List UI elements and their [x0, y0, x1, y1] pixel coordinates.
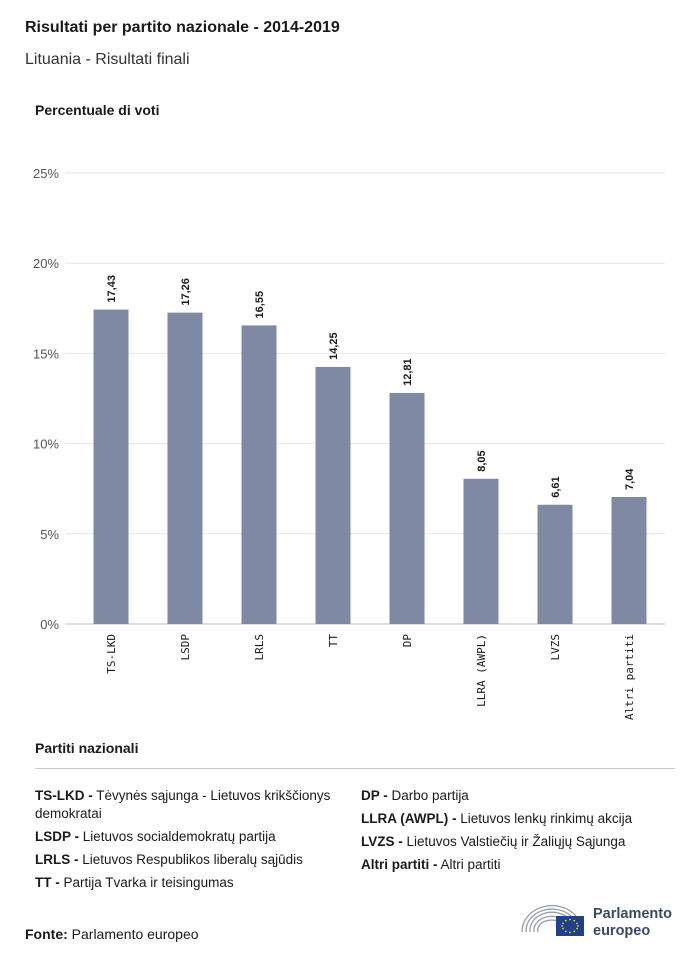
legend-name: Darbo partija	[391, 788, 469, 803]
legend-abbr: TT -	[35, 875, 60, 890]
legend-column-left: TS-LKD - Tėvynės sąjunga - Lietuvos krik…	[35, 787, 345, 897]
chart-subtitle: Lituania - Risultati finali	[25, 51, 190, 68]
legend-item: LLRA (AWPL) - Lietuvos lenkų rinkimų akc…	[361, 810, 681, 828]
legend-name: Lietuvos socialdemokratų partija	[82, 829, 276, 844]
chart-title: Risultati per partito nazionale - 2014-2…	[25, 19, 340, 36]
legend-title: Partiti nazionali	[35, 740, 139, 756]
legend-name: Lietuvos lenkų rinkimų akcija	[460, 811, 633, 826]
bar	[315, 366, 351, 624]
bar-value-label: 14,25	[328, 332, 340, 360]
y-tick-label: 25%	[33, 166, 59, 181]
legend-name: Partija Tvarka ir teisingumas	[63, 875, 234, 890]
bar-value-label: 7,04	[624, 468, 636, 490]
legend-abbr: LRLS -	[35, 852, 79, 867]
x-tick-label: TT	[327, 634, 340, 648]
brand-line-2: europeo	[593, 923, 651, 939]
y-tick-label: 0%	[40, 617, 59, 632]
x-tick-label: DP	[401, 634, 414, 648]
european-parliament-logo-icon	[521, 904, 584, 936]
bar-value-label: 17,43	[106, 275, 118, 303]
legend-abbr: LLRA (AWPL) -	[361, 811, 457, 826]
bar	[167, 312, 203, 624]
legend-item: DP - Darbo partija	[361, 787, 681, 805]
source-value: Parlamento europeo	[71, 926, 199, 942]
legend-divider	[35, 768, 675, 769]
bar-value-label: 17,26	[180, 278, 192, 306]
y-tick-label: 5%	[40, 527, 59, 542]
bar	[93, 309, 129, 624]
x-tick-label: TS-LKD	[105, 634, 118, 674]
x-tick-label: LSDP	[179, 634, 192, 661]
bar	[241, 325, 277, 624]
x-tick-label: LLRA (AWPL)	[475, 634, 488, 707]
bar-value-label: 6,61	[550, 476, 562, 497]
bar	[537, 504, 573, 624]
legend-name: Altri partiti	[440, 857, 501, 872]
legend-abbr: TS-LKD -	[35, 788, 93, 803]
y-tick-label: 10%	[33, 437, 59, 452]
bar-value-label: 16,55	[254, 291, 266, 319]
legend-abbr: Altri partiti -	[361, 857, 438, 872]
x-tick-label: LRLS	[253, 634, 266, 661]
legend-abbr: LSDP -	[35, 829, 80, 844]
bar-value-label: 8,05	[476, 450, 488, 471]
bar-value-label: 12,81	[402, 358, 414, 386]
legend-item: TS-LKD - Tėvynės sąjunga - Lietuvos krik…	[35, 787, 345, 823]
y-axis-label: Percentuale di voti	[35, 102, 160, 118]
bar	[463, 478, 499, 624]
legend-name: Lietuvos Respublikos liberalų sąjūdis	[82, 852, 303, 867]
brand-name: Parlamento europeo	[593, 906, 672, 940]
x-tick-label: LVZS	[549, 634, 562, 661]
bar	[389, 392, 425, 624]
legend-item: LVZS - Lietuvos Valstiečių ir Žaliųjų Są…	[361, 833, 681, 851]
legend-abbr: DP -	[361, 788, 388, 803]
bar-chart: 0% 5% 10% 15% 20% 25% 17,43 TS-LKD 17,26 LSDP 16,5…	[33, 166, 665, 720]
legend-name: Tėvynės sąjunga - Lietuvos krikščionys d…	[35, 788, 331, 821]
legend-item: LRLS - Lietuvos Respublikos liberalų sąj…	[35, 851, 345, 869]
legend-abbr: LVZS -	[361, 834, 403, 849]
legend-item: LSDP - Lietuvos socialdemokratų partija	[35, 828, 345, 846]
y-tick-label: 15%	[33, 346, 59, 361]
source-label: Fonte:	[25, 926, 68, 942]
x-tick-label: Altri partiti	[623, 634, 636, 720]
brand-logo: Parlamento europeo	[520, 902, 690, 942]
source-note: Fonte: Parlamento europeo	[25, 926, 199, 942]
legend-name: Lietuvos Valstiečių ir Žaliųjų Sąjunga	[406, 834, 626, 849]
legend-column-right: DP - Darbo partija LLRA (AWPL) - Lietuvo…	[361, 787, 681, 879]
legend-item: TT - Partija Tvarka ir teisingumas	[35, 874, 345, 892]
bar	[611, 496, 647, 624]
brand-line-1: Parlamento	[593, 906, 672, 922]
legend-item: Altri partiti - Altri partiti	[361, 856, 681, 874]
y-tick-label: 20%	[33, 256, 59, 271]
